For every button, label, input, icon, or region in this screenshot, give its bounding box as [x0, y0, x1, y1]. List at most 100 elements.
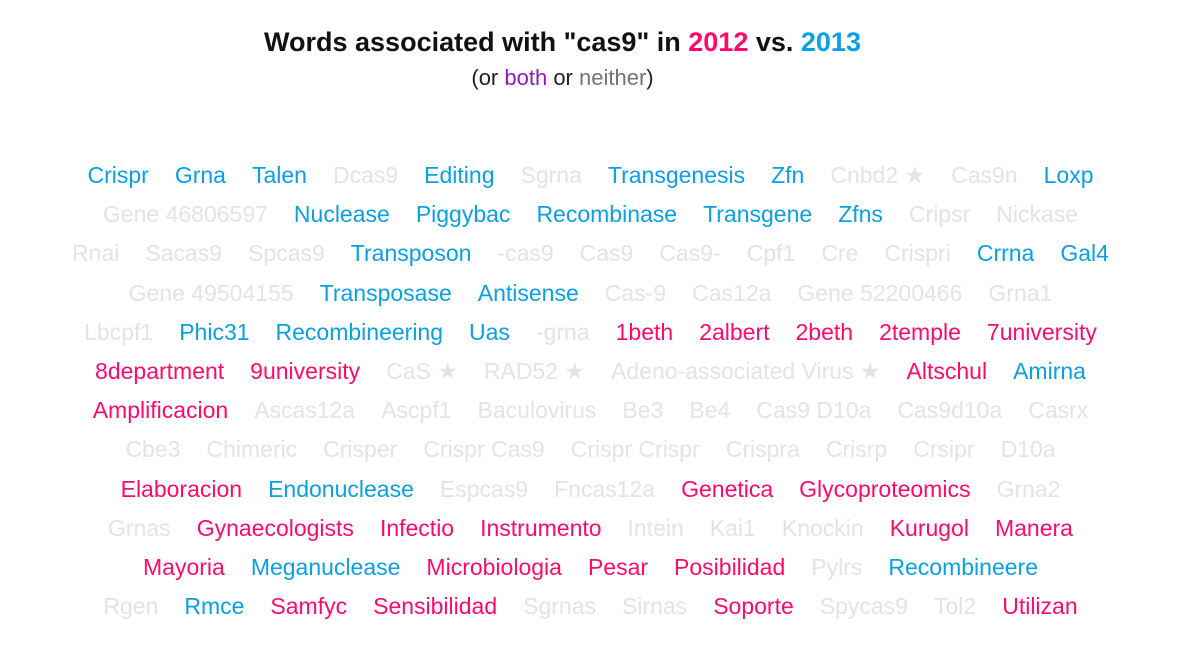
- word-neither: Spcas9: [248, 240, 325, 267]
- word-neither: Cas9: [579, 240, 634, 267]
- word-2013: Transgenesis: [607, 162, 746, 189]
- word-2013: Antisense: [477, 279, 579, 306]
- word-neither: Sacas9: [145, 240, 223, 267]
- word-2012: 9university: [250, 358, 361, 385]
- word-2013: Recombinase: [536, 201, 678, 228]
- word-row: Cbe3 Chimeric Crisper Crispr Cas9 Crispr Cri…: [0, 430, 1181, 469]
- word-row: Elaboracion Endonuclease Espcas9 Fncas12a Ge…: [0, 470, 1181, 509]
- word-2012: Elaboracion: [120, 475, 243, 502]
- word-2013: Grna: [174, 162, 226, 189]
- word-2012: Samfyc: [270, 593, 348, 620]
- word-neither: Cas9-: [659, 240, 721, 267]
- word-2012: Altschul: [906, 358, 988, 385]
- word-neither: Cas9n: [951, 162, 1018, 189]
- word-2013: Loxp: [1043, 162, 1094, 189]
- word-row: Amplificacion Ascas12a Ascpf1 Baculovirus Be…: [0, 391, 1181, 430]
- word-neither: Cbe3: [125, 436, 181, 463]
- word-neither: Ascas12a: [254, 397, 356, 424]
- subtitle-or: or: [547, 65, 579, 90]
- word-neither: Tol2: [934, 593, 977, 620]
- word-neither: Chimeric: [206, 436, 298, 463]
- page-title: Words associated with "cas9" in 2012 vs.…: [0, 22, 1125, 62]
- word-2013: Recombineere: [888, 553, 1038, 580]
- word-neither: Cnbd2 ★: [830, 162, 926, 189]
- word-2013: Endonuclease: [268, 475, 414, 502]
- word-row: Grnas Gynaecologists Infectio Instrumento In…: [0, 509, 1181, 548]
- word-neither: Crispri: [884, 240, 951, 267]
- word-neither: RAD52 ★: [483, 358, 586, 385]
- word-neither: Spycas9: [819, 593, 908, 620]
- word-neither: Crispra: [725, 436, 800, 463]
- word-neither: Be3: [622, 397, 664, 424]
- word-row: Rgen Rmce Samfyc Sensibilidad Sgrnas Sirnas So…: [0, 587, 1181, 626]
- word-neither: Cas12a: [692, 279, 772, 306]
- word-neither: Crispr Cas9: [423, 436, 545, 463]
- word-neither: Fncas12a: [554, 475, 656, 502]
- word-neither: Crispr Crispr: [570, 436, 700, 463]
- word-2013: Crispr: [87, 162, 149, 189]
- word-2012: Glycoproteomics: [799, 475, 971, 502]
- word-row: Mayoria Meganuclease Microbiologia Pesar Pos…: [0, 548, 1181, 587]
- word-neither: Knockin: [781, 514, 864, 541]
- word-2013: Gal4: [1060, 240, 1109, 267]
- word-neither: Be4: [689, 397, 731, 424]
- word-2012: Kurugol: [889, 514, 969, 541]
- word-neither: Rgen: [103, 593, 159, 620]
- header: Words associated with "cas9" in 2012 vs.…: [0, 22, 1125, 92]
- word-2013: Piggybac: [415, 201, 511, 228]
- word-neither: Intein: [627, 514, 684, 541]
- subtitle-close: ): [646, 65, 654, 90]
- word-neither: Espcas9: [439, 475, 529, 502]
- word-2012: Sensibilidad: [373, 593, 498, 620]
- word-neither: Crisper: [323, 436, 398, 463]
- word-neither: Rnai: [72, 240, 120, 267]
- word-neither: Baculovirus: [477, 397, 597, 424]
- word-2013: Phic31: [179, 318, 250, 345]
- word-2012: Instrumento: [480, 514, 602, 541]
- word-cloud: Crispr Grna Talen Dcas9 Editing Sgrna Transgen…: [0, 156, 1181, 626]
- word-neither: Gene 49504155: [128, 279, 294, 306]
- word-2012: 2temple: [879, 318, 961, 345]
- word-neither: Cre: [821, 240, 859, 267]
- word-2012: Soporte: [713, 593, 794, 620]
- subtitle-open: (or: [471, 65, 505, 90]
- word-2012: 2beth: [795, 318, 854, 345]
- word-neither: Gene 46806597: [102, 201, 268, 228]
- word-2012: Pesar: [587, 553, 649, 580]
- word-row: Gene 49504155 Transposase Antisense Cas-9 Ca…: [0, 274, 1181, 313]
- word-row: Lbcpf1 Phic31 Recombineering Uas -grna 1beth 2…: [0, 313, 1181, 352]
- word-2013: Zfns: [838, 201, 883, 228]
- word-neither: Sgrna: [520, 162, 582, 189]
- word-row: Rnai Sacas9 Spcas9 Transposon -cas9 Cas9 Cas9-…: [0, 234, 1181, 273]
- word-2012: Manera: [994, 514, 1073, 541]
- word-row: Crispr Grna Talen Dcas9 Editing Sgrna Transgen…: [0, 156, 1181, 195]
- word-neither: Casrx: [1028, 397, 1089, 424]
- word-neither: Nickase: [996, 201, 1079, 228]
- word-row: 8department 9university CaS ★ RAD52 ★ Adeno-…: [0, 352, 1181, 391]
- word-neither: Grnas: [108, 514, 171, 541]
- word-2013: Uas: [469, 318, 510, 345]
- word-neither: Dcas9: [332, 162, 399, 189]
- word-2013: Recombineering: [275, 318, 444, 345]
- word-2012: Mayoria: [143, 553, 225, 580]
- word-neither: Grna2: [996, 475, 1061, 502]
- word-neither: Sgrnas: [523, 593, 597, 620]
- word-neither: CaS ★: [386, 358, 458, 385]
- word-2012: Utilizan: [1002, 593, 1078, 620]
- word-neither: -grna: [535, 318, 590, 345]
- word-2013: Talen: [251, 162, 307, 189]
- word-2012: 8department: [95, 358, 225, 385]
- word-neither: Cripsr: [908, 201, 971, 228]
- word-2012: 2albert: [699, 318, 770, 345]
- word-neither: Gene 52200466: [797, 279, 963, 306]
- word-neither: Cas9 D10a: [756, 397, 872, 424]
- word-2013: Nuclease: [293, 201, 390, 228]
- word-2012: Infectio: [379, 514, 455, 541]
- word-2012: Gynaecologists: [196, 514, 354, 541]
- word-neither: Crisrp: [825, 436, 888, 463]
- page-subtitle: (or both or neither): [0, 64, 1125, 92]
- word-2012: Amplificacion: [92, 397, 229, 424]
- word-2013: Crrna: [976, 240, 1035, 267]
- word-2013: Zfn: [771, 162, 805, 189]
- word-neither: Adeno-associated Virus ★: [611, 358, 881, 385]
